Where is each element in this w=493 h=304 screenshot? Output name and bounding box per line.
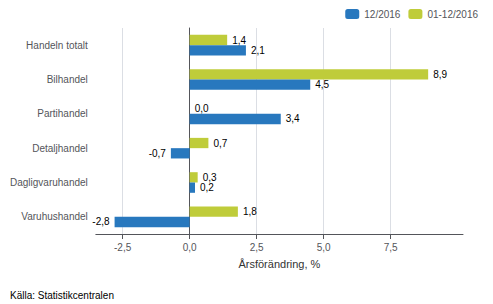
- svg-text:3,4: 3,4: [286, 113, 300, 124]
- svg-text:12/2016: 12/2016: [364, 9, 401, 20]
- svg-text:1,4: 1,4: [232, 35, 246, 46]
- svg-text:2,5: 2,5: [250, 242, 264, 253]
- svg-text:-2,5: -2,5: [114, 242, 132, 253]
- svg-text:0,2: 0,2: [200, 182, 214, 193]
- svg-text:Varuhushandel: Varuhushandel: [21, 211, 88, 222]
- svg-text:-2,8: -2,8: [92, 216, 110, 227]
- svg-text:Handeln totalt: Handeln totalt: [26, 40, 88, 51]
- svg-text:Årsförändring, %: Årsförändring, %: [238, 258, 320, 270]
- svg-text:-0,7: -0,7: [149, 148, 167, 159]
- svg-text:1,8: 1,8: [243, 206, 257, 217]
- svg-text:01-12/2016: 01-12/2016: [427, 9, 478, 20]
- svg-text:0,3: 0,3: [202, 171, 217, 183]
- svg-text:2,1: 2,1: [251, 45, 265, 56]
- svg-text:0,7: 0,7: [213, 138, 227, 149]
- svg-text:Källa: Statistikcentralen: Källa: Statistikcentralen: [10, 290, 114, 301]
- svg-text:Partihandel: Partihandel: [37, 108, 88, 119]
- svg-text:5,0: 5,0: [317, 242, 331, 253]
- svg-text:Bilhandel: Bilhandel: [47, 74, 88, 85]
- svg-text:0,0: 0,0: [195, 103, 209, 114]
- svg-text:Dagligvaruhandel: Dagligvaruhandel: [10, 177, 88, 188]
- svg-text:0,0: 0,0: [183, 242, 197, 253]
- svg-text:4,5: 4,5: [315, 79, 329, 90]
- svg-text:7,5: 7,5: [384, 242, 398, 253]
- svg-text:8,9: 8,9: [433, 69, 447, 80]
- svg-text:Detaljhandel: Detaljhandel: [32, 143, 88, 154]
